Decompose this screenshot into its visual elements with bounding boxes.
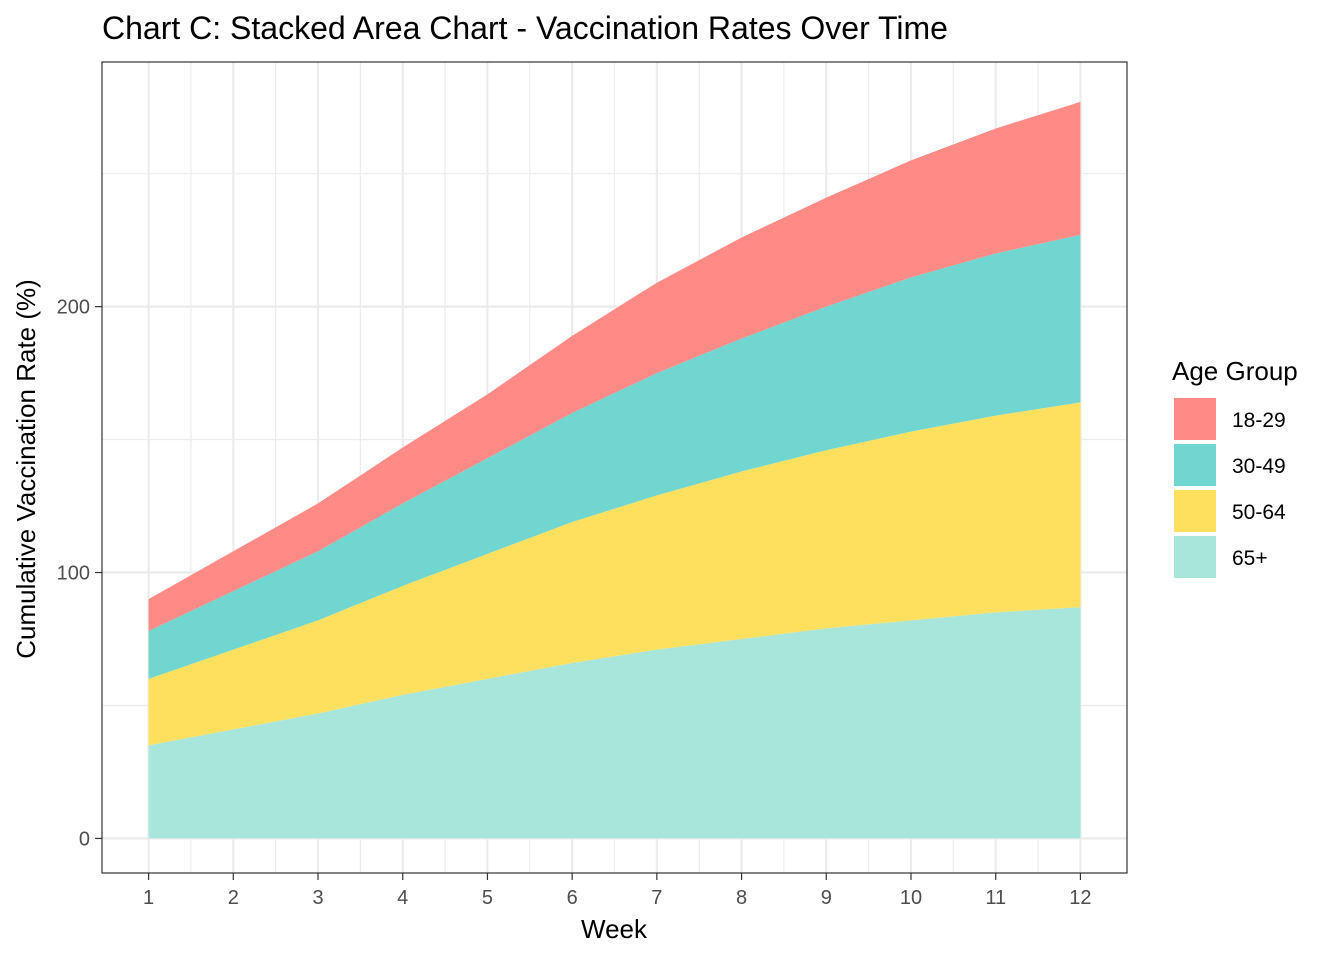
panel-border [101, 61, 1128, 874]
y-tick-label: 100 [57, 563, 90, 585]
plot-panel [101, 61, 1128, 874]
legend: Age Group 18-29 30-49 50-64 65+ [1172, 356, 1298, 578]
x-tick-label: 8 [736, 887, 747, 909]
legend-label-18-29: 18-29 [1232, 409, 1286, 432]
legend-key-18-29 [1174, 398, 1216, 440]
x-tick-label: 10 [900, 887, 922, 909]
area-series-18-29 [148, 101, 1081, 632]
area-series-group [148, 101, 1081, 839]
x-tick-label: 3 [312, 887, 323, 909]
x-tick-label: 11 [985, 887, 1006, 909]
legend-key-50-64 [1174, 490, 1216, 532]
y-axis: 0 100 200 [57, 297, 102, 850]
x-tick-label: 4 [397, 887, 408, 909]
x-tick-label: 1 [143, 887, 154, 909]
x-axis: 1 2 3 4 5 6 7 8 9 10 11 12 [143, 873, 1092, 909]
y-tick-label: 0 [79, 828, 90, 850]
area-series-65+ [148, 607, 1081, 839]
x-tick-label: 12 [1069, 887, 1091, 909]
legend-key-65+ [1174, 536, 1216, 578]
x-tick-label: 9 [821, 887, 832, 909]
area-series-50-64 [148, 402, 1081, 746]
legend-key-30-49 [1174, 444, 1216, 486]
area-series-30-49 [148, 234, 1081, 679]
chart-title: Chart C: Stacked Area Chart - Vaccinatio… [102, 10, 948, 46]
legend-title: Age Group [1172, 356, 1298, 386]
y-tick-label: 200 [57, 297, 90, 319]
x-tick-label: 5 [482, 887, 493, 909]
y-axis-title: Cumulative Vaccination Rate (%) [11, 279, 41, 659]
x-tick-label: 6 [567, 887, 578, 909]
legend-label-30-49: 30-49 [1232, 455, 1286, 478]
legend-label-50-64: 50-64 [1232, 501, 1286, 524]
x-tick-label: 7 [651, 887, 662, 909]
x-tick-label: 2 [228, 887, 239, 909]
legend-label-65+: 65+ [1232, 547, 1268, 570]
x-axis-title: Week [581, 914, 648, 944]
